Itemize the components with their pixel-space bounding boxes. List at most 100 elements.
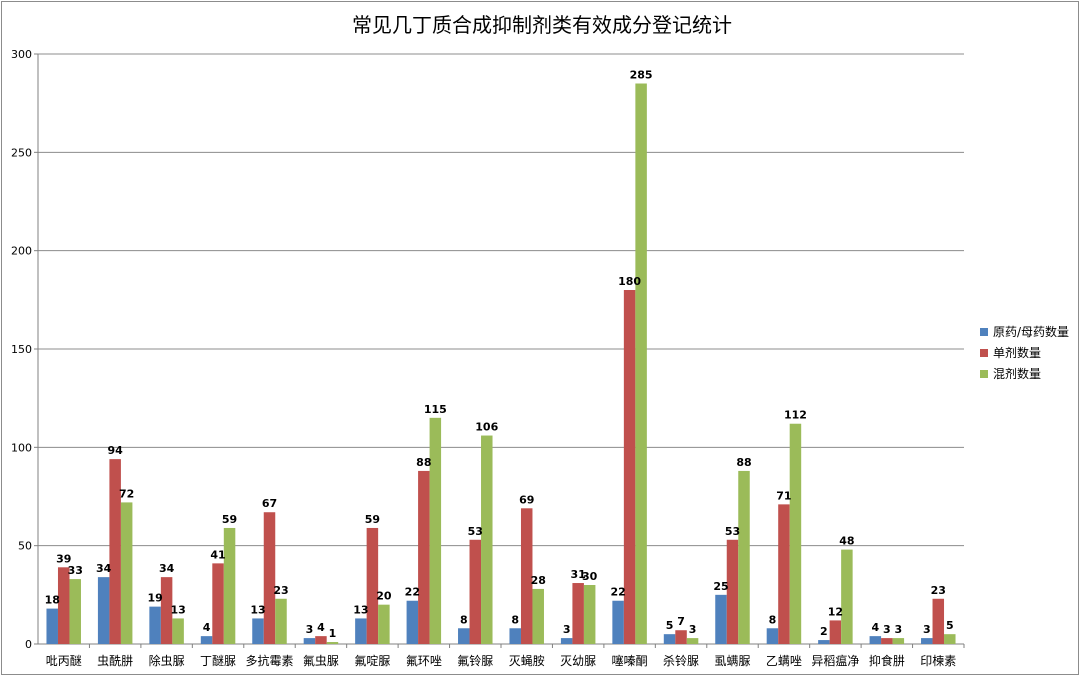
x-axis: 吡丙醚 虫酰肼 除虫脲 丁醚脲 多抗霉素 氟虫脲 氟啶脲 氟环唑 氟铃脲 灭蝇胺 灭幼脲 噻嗪酮 杀铃脲…: [46, 644, 965, 668]
y-tick-label: 200: [11, 245, 32, 258]
data-label: 39: [56, 552, 71, 565]
x-tick-label: 印楝素: [920, 653, 956, 668]
bar: [481, 435, 493, 644]
bar: [532, 588, 544, 644]
data-label: 33: [68, 564, 83, 577]
bar: [326, 642, 339, 644]
data-label: 115: [424, 403, 447, 416]
data-label: 4: [203, 621, 211, 634]
x-tick-label: 乙螨唑: [766, 654, 802, 668]
bar: [726, 539, 739, 644]
x-tick-label: 氟虫脲: [303, 654, 339, 668]
bar: [583, 585, 596, 644]
bar: [675, 630, 687, 644]
data-label: 23: [931, 584, 946, 597]
data-label: 3: [895, 623, 903, 636]
x-tick-label: 噻嗪酮: [612, 653, 648, 668]
bar: [149, 606, 161, 644]
bar: [120, 502, 133, 644]
data-label: 69: [519, 493, 534, 506]
data-label: 25: [713, 580, 728, 593]
gridlines: [38, 53, 964, 645]
data-label: 112: [784, 409, 807, 422]
bar: [520, 508, 533, 644]
data-label: 22: [405, 586, 420, 599]
x-tick-label: 虫酰肼: [97, 653, 133, 668]
bar: [766, 628, 779, 644]
data-label: 67: [262, 497, 277, 510]
bar: [406, 600, 419, 644]
data-label: 23: [273, 584, 288, 597]
x-tick-label: 异稻瘟净: [811, 653, 859, 668]
bar: [572, 583, 584, 644]
data-label: 12: [828, 605, 843, 618]
bar: [378, 604, 390, 644]
data-label: 180: [618, 275, 641, 288]
data-label: 3: [563, 623, 571, 636]
bar: [789, 423, 802, 644]
data-label: 3: [883, 623, 891, 636]
legend-swatch: [980, 328, 988, 336]
data-label: 22: [610, 586, 625, 599]
data-label: 7: [677, 615, 685, 628]
data-label: 59: [222, 513, 237, 526]
data-label: 88: [416, 456, 431, 469]
y-tick-label: 250: [11, 146, 32, 159]
bar: [715, 594, 727, 644]
data-label: 3: [689, 623, 697, 636]
bar: [458, 628, 470, 644]
bar: [623, 290, 636, 644]
chart-title: 常见几丁质合成抑制剂类有效成分登记统计: [352, 13, 732, 37]
x-tick-label: 丁醚脲: [200, 654, 236, 668]
data-label: 3: [306, 623, 314, 636]
data-label: 285: [630, 69, 653, 82]
data-label: 53: [725, 525, 740, 538]
bar: [252, 618, 264, 644]
bar: [109, 459, 121, 644]
data-label: 94: [108, 444, 124, 457]
legend-swatch: [980, 349, 988, 357]
bar: [686, 638, 699, 644]
bar: [366, 527, 379, 644]
data-label: 48: [839, 535, 854, 548]
data-label: 28: [531, 574, 546, 587]
bar: [46, 608, 58, 644]
x-tick-label: 除虫脲: [149, 653, 185, 668]
bar: [160, 577, 173, 644]
bar: [841, 549, 853, 644]
bar: [69, 579, 81, 644]
x-tick-label: 杀铃脲: [663, 653, 699, 668]
y-tick-label: 100: [11, 441, 32, 454]
legend-label: 混剂数量: [993, 366, 1041, 381]
data-label: 8: [511, 613, 519, 626]
data-label: 19: [147, 592, 162, 605]
data-label: 34: [96, 562, 112, 575]
bar: [429, 417, 442, 644]
bar: [200, 636, 213, 644]
bar: [818, 640, 830, 644]
bar: [663, 634, 676, 644]
data-label: 13: [353, 603, 368, 616]
data-label: 5: [946, 619, 954, 632]
data-label: 59: [365, 513, 380, 526]
x-tick-label: 抑食肼: [869, 653, 905, 668]
bar: [57, 567, 70, 644]
x-tick-label: 氟铃脲: [457, 653, 493, 668]
bar: [881, 638, 893, 644]
x-tick-label: 多抗霉素: [245, 653, 293, 668]
data-label: 13: [170, 603, 185, 616]
data-label: 18: [45, 594, 60, 607]
x-tick-label: 吡丙醚: [46, 654, 82, 668]
legend-label: 原药/母药数量: [993, 324, 1069, 339]
data-label: 41: [210, 548, 225, 561]
x-tick-label: 氟啶脲: [354, 654, 390, 668]
bar: [738, 470, 750, 644]
data-label: 13: [250, 603, 265, 616]
data-label: 1: [329, 627, 337, 640]
data-label: 2: [820, 625, 828, 638]
data-label: 34: [159, 562, 175, 575]
data-label: 53: [468, 525, 483, 538]
